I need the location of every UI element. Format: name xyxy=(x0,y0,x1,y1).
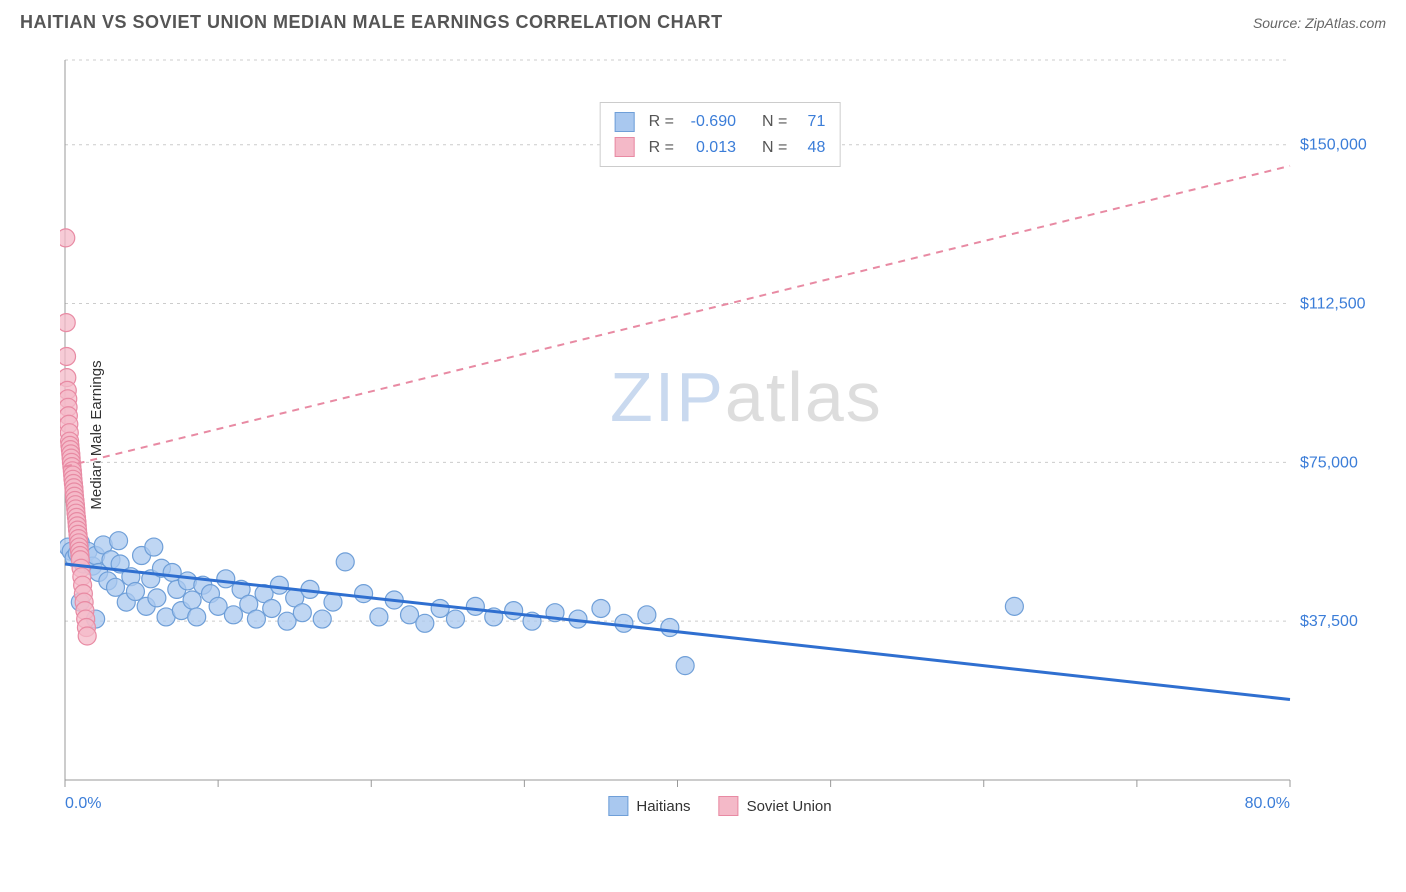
data-point xyxy=(676,657,694,675)
n-label: N = xyxy=(762,135,787,161)
data-point xyxy=(355,585,373,603)
data-point xyxy=(1005,597,1023,615)
legend-swatch xyxy=(615,112,635,132)
data-point xyxy=(313,610,331,628)
y-tick-label: $112,500 xyxy=(1300,296,1366,313)
data-point xyxy=(148,589,166,607)
chart-area: Median Male Earnings $37,500$75,000$112,… xyxy=(60,50,1380,820)
series-legend: Haitians Soviet Union xyxy=(608,796,831,816)
r-label: R = xyxy=(649,109,674,135)
data-point xyxy=(431,599,449,617)
stats-row: R = 0.013 N = 48 xyxy=(615,135,826,161)
data-point xyxy=(78,627,96,645)
chart-source: Source: ZipAtlas.com xyxy=(1253,15,1386,31)
data-point xyxy=(126,583,144,601)
n-label: N = xyxy=(762,109,787,135)
data-point xyxy=(615,614,633,632)
data-point xyxy=(188,608,206,626)
trend-line xyxy=(65,166,1290,467)
data-point xyxy=(446,610,464,628)
stats-row: R = -0.690 N = 71 xyxy=(615,109,826,135)
correlation-stats-box: R = -0.690 N = 71 R = 0.013 N = 48 xyxy=(600,102,841,167)
data-point xyxy=(661,619,679,637)
n-value: 48 xyxy=(795,135,825,161)
data-point xyxy=(270,576,288,594)
data-point xyxy=(107,578,125,596)
data-point xyxy=(60,347,76,365)
data-point xyxy=(293,604,311,622)
data-point xyxy=(638,606,656,624)
y-tick-label: $150,000 xyxy=(1300,137,1367,154)
legend-swatch xyxy=(615,137,635,157)
data-point xyxy=(60,229,75,247)
data-point xyxy=(505,602,523,620)
legend-item: Haitians xyxy=(608,796,690,816)
data-point xyxy=(466,597,484,615)
r-label: R = xyxy=(649,135,674,161)
y-tick-label: $75,000 xyxy=(1300,454,1358,471)
legend-label: Haitians xyxy=(636,798,690,815)
data-point xyxy=(592,599,610,617)
legend-label: Soviet Union xyxy=(747,798,832,815)
data-point xyxy=(183,591,201,609)
r-value: 0.013 xyxy=(682,135,736,161)
data-point xyxy=(224,606,242,624)
data-point xyxy=(217,570,235,588)
trend-line xyxy=(65,564,1290,700)
legend-swatch xyxy=(608,796,628,816)
data-point xyxy=(247,610,265,628)
r-value: -0.690 xyxy=(682,109,736,135)
data-point xyxy=(263,599,281,617)
data-point xyxy=(145,538,163,556)
data-point xyxy=(416,614,434,632)
data-point xyxy=(336,553,354,571)
n-value: 71 xyxy=(795,109,825,135)
data-point xyxy=(110,532,128,550)
legend-swatch xyxy=(719,796,739,816)
chart-header: HAITIAN VS SOVIET UNION MEDIAN MALE EARN… xyxy=(0,0,1406,41)
x-axis-end-label: 80.0% xyxy=(1245,795,1290,812)
x-axis-start-label: 0.0% xyxy=(65,795,101,812)
data-point xyxy=(370,608,388,626)
y-tick-label: $37,500 xyxy=(1300,613,1358,630)
legend-item: Soviet Union xyxy=(719,796,832,816)
data-point xyxy=(60,314,75,332)
chart-title: HAITIAN VS SOVIET UNION MEDIAN MALE EARN… xyxy=(20,12,723,33)
